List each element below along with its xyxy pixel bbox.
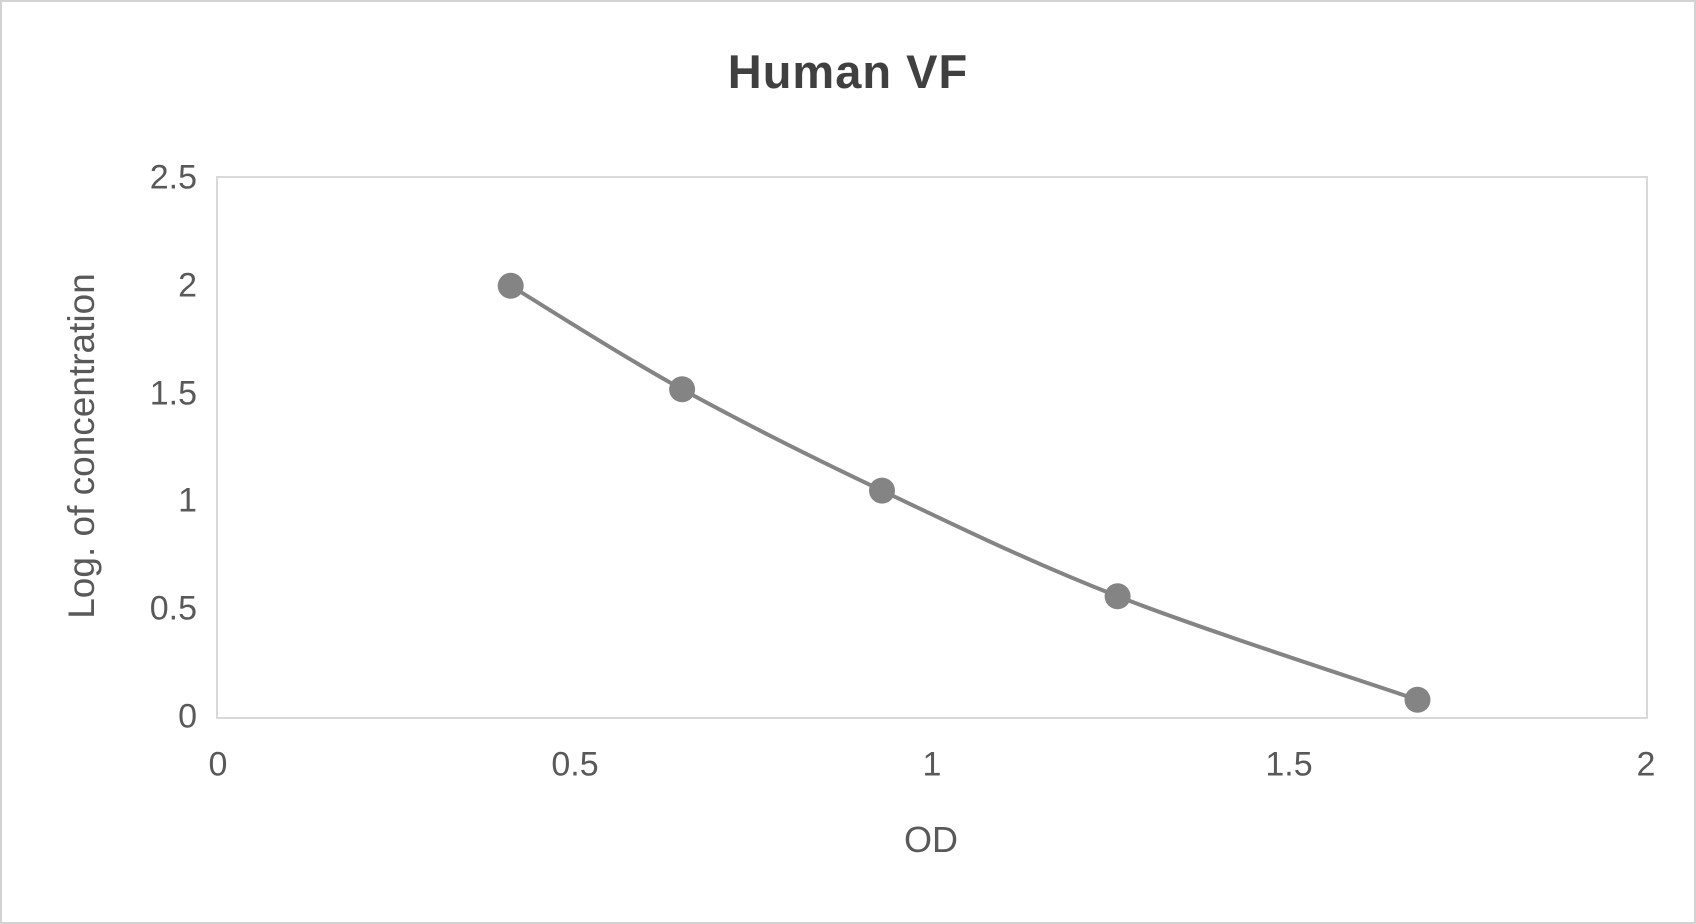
- y-tick-label: 2.5: [149, 158, 197, 197]
- y-axis-title: Log. of concentration: [61, 273, 102, 619]
- x-tick-label: 0: [208, 745, 228, 784]
- plot-area: [216, 176, 1648, 719]
- series-plot: [497, 272, 1431, 713]
- data-point-marker: [1104, 583, 1131, 610]
- y-tick-label: 0: [178, 697, 197, 736]
- chart-title: Human VF: [727, 45, 969, 98]
- x-axis-title: OD: [904, 819, 958, 860]
- y-tick-label: 2: [178, 266, 197, 305]
- data-point-marker: [497, 272, 524, 299]
- x-tick-label: 2: [1636, 745, 1656, 784]
- x-tick-label: 1: [922, 745, 942, 784]
- data-point-marker: [669, 376, 696, 403]
- x-tick-label: 0.5: [551, 745, 599, 784]
- y-tick-label: 0.5: [149, 589, 197, 628]
- y-tick-label: 1: [178, 481, 197, 520]
- data-point-marker: [869, 477, 895, 504]
- x-tick-label: 1.5: [1265, 745, 1313, 784]
- series-line: [508, 283, 1420, 702]
- data-point-marker: [1404, 686, 1431, 713]
- y-tick-label: 1.5: [149, 374, 197, 413]
